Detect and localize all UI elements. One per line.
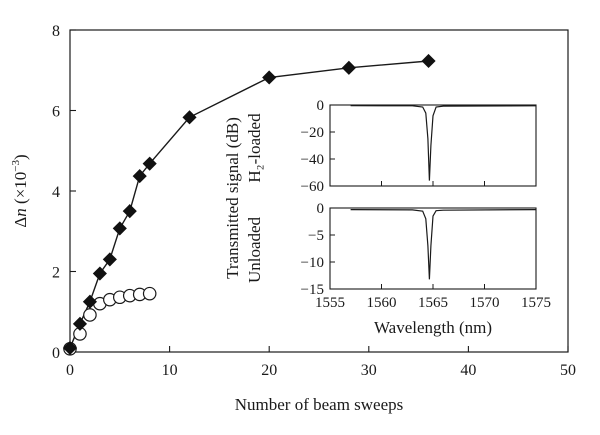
x-tick-label: 50 <box>560 362 576 379</box>
x-tick-label: 10 <box>162 362 178 379</box>
diamond-point <box>72 316 88 331</box>
y-axis-title-close: ) <box>11 154 30 160</box>
y-axis-title-exponent: −3 <box>10 160 22 172</box>
circle-point <box>142 286 157 301</box>
inset-bottom-spectrum <box>350 209 537 280</box>
inset-y-tick-label: −10 <box>301 255 324 271</box>
diamond-point <box>102 252 117 267</box>
x-tick-label: 30 <box>361 362 377 379</box>
diamond-point <box>132 169 147 184</box>
inset-y-tick-label: −60 <box>301 179 324 195</box>
x-tick-label: 0 <box>66 362 74 379</box>
inset-shared-y-title: Transmitted signal (dB) <box>223 117 242 279</box>
x-axis-title: Number of beam sweeps <box>235 395 404 414</box>
diamond-point <box>142 156 157 171</box>
inset-y-tick-label: −5 <box>308 228 324 244</box>
y-tick-label: 0 <box>52 345 60 362</box>
diamond-point <box>262 70 277 85</box>
diamond-point <box>341 60 356 75</box>
inset-top-y-title: H₂-loaded <box>245 113 264 183</box>
diamond-point <box>182 110 197 125</box>
y-axis-title: Δn (×10−3) <box>10 154 30 227</box>
inset-y-tick-label: −40 <box>301 152 324 168</box>
diamond-point <box>122 204 137 219</box>
inset-x-tick-label: 1565 <box>418 295 448 311</box>
y-tick-label: 6 <box>52 104 60 121</box>
inset-top-spectrum <box>350 105 537 181</box>
main-x-axis: 0 10 20 30 40 50 <box>66 346 576 379</box>
main-y-axis: 0 2 4 6 8 <box>52 23 76 362</box>
inset-x-tick-label: 1555 <box>315 295 345 311</box>
inset-y-tick-label: 0 <box>317 98 325 114</box>
y-tick-label: 2 <box>52 265 60 282</box>
inset-y-tick-label: −20 <box>301 125 324 141</box>
inset-top-x-axis <box>329 181 537 186</box>
diamond-point <box>82 294 97 309</box>
inset-x-tick-label: 1570 <box>470 295 500 311</box>
x-tick-label: 20 <box>261 362 277 379</box>
diamond-point <box>62 340 78 356</box>
diamond-point <box>92 266 107 281</box>
y-tick-label: 8 <box>52 23 60 40</box>
y-axis-title-symbol: Δ <box>11 217 30 228</box>
inset-x-tick-label: 1560 <box>367 295 397 311</box>
inset-x-tick-label: 1575 <box>521 295 551 311</box>
x-tick-label: 40 <box>460 362 476 379</box>
inset-bottom-y-title: Unloaded <box>245 216 264 283</box>
inset-y-tick-label: 0 <box>317 201 325 217</box>
diamond-series <box>62 53 436 356</box>
y-axis-title-unit: (×10 <box>11 172 30 209</box>
diamond-point <box>112 221 127 236</box>
inset-bottom-x-axis: 1555 1560 1565 1570 1575 <box>315 284 551 311</box>
inset-top-y-axis: 0 −20 −40 −60 <box>301 98 335 195</box>
inset-y-tick-label: −15 <box>301 282 324 298</box>
y-tick-label: 4 <box>52 184 60 201</box>
y-axis-title-variable: n <box>11 208 30 217</box>
diamond-point <box>421 53 436 69</box>
inset-bottom-y-axis: 0 −5 −10 −15 <box>301 201 335 298</box>
circle-point <box>83 308 97 322</box>
inset-x-axis-title: Wavelength (nm) <box>374 318 492 337</box>
